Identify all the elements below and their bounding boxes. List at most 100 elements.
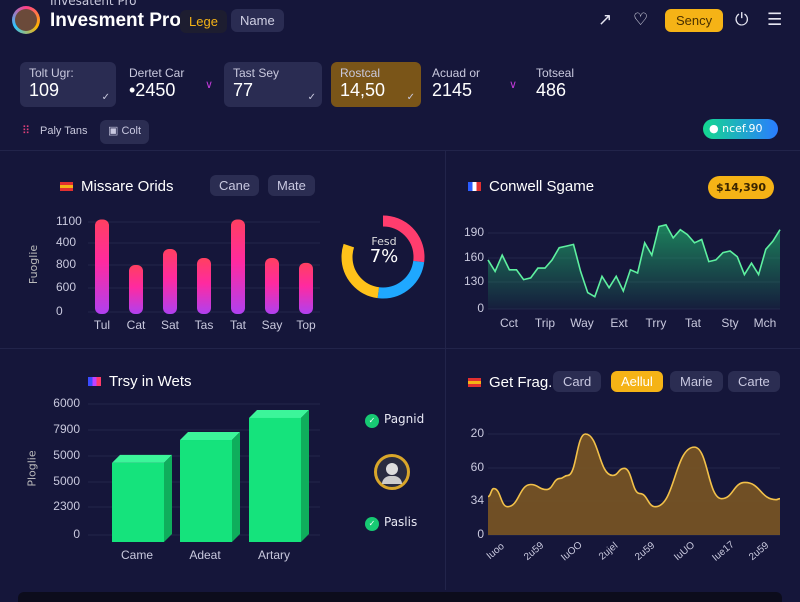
grid-icon: ⠿: [22, 124, 31, 137]
tick-label: 190: [463, 225, 484, 239]
bar: [231, 219, 245, 314]
tick-label: Artary: [257, 548, 290, 562]
donut-value: 7%: [369, 246, 399, 267]
stat-card[interactable]: Tast Sey 77 ✓: [224, 62, 322, 107]
tick-label: 7900: [53, 422, 80, 436]
divider: [0, 150, 800, 151]
carte-button[interactable]: Carte: [728, 371, 780, 392]
area-fill: [488, 224, 780, 309]
app-subtitle: Invesatent Pro: [50, 0, 137, 8]
power-icon[interactable]: ⏻: [735, 10, 749, 30]
bar: [95, 219, 109, 314]
stat-value: 2145: [432, 80, 473, 100]
tick-label: 20: [470, 426, 484, 440]
tick-label: 160: [463, 250, 484, 264]
heart-icon[interactable]: ♡: [633, 10, 649, 30]
divider: [0, 348, 800, 349]
tick-label: 0: [73, 527, 80, 541]
legend-item[interactable]: ✓ Pagnid: [365, 412, 424, 428]
panel-title: Missare Orids: [60, 178, 174, 195]
tick-label: 800: [56, 257, 77, 271]
coin-icon: ●: [709, 122, 719, 135]
tick-label: 34: [470, 493, 484, 507]
stat-card[interactable]: Acuad or 2145 ∨: [423, 62, 517, 107]
tick-label: 0: [56, 304, 63, 318]
toolbar-label[interactable]: Paly Tans: [40, 125, 88, 137]
bar: [112, 462, 164, 542]
tag-badge[interactable]: Lege: [180, 10, 227, 33]
tick-label: Way: [570, 316, 594, 330]
tick-label: 400: [56, 235, 77, 249]
mate-button[interactable]: Mate: [268, 175, 315, 196]
card-button[interactable]: Card: [553, 371, 602, 392]
tick-label: Sat: [160, 318, 179, 332]
stat-label: Dertet Car: [129, 66, 185, 80]
cane-button[interactable]: Cane: [210, 175, 260, 196]
bar-top: [249, 409, 309, 418]
stat-value: 77: [233, 80, 254, 100]
bar: [249, 417, 301, 542]
check-icon: ✓: [365, 414, 379, 428]
bar-side: [301, 409, 309, 542]
stat-label: Tast Sey: [233, 66, 280, 80]
tick-label: 5000: [53, 448, 80, 462]
tick-label: 5000: [53, 474, 80, 488]
actual-button[interactable]: Aellul: [611, 371, 663, 392]
panel-title: Conwell Sgame: [468, 178, 594, 195]
app-title: Invesment Pro: [50, 10, 181, 31]
panel-title-text: Missare Orids: [81, 178, 174, 195]
stat-card[interactable]: Dertet Car •2450 ∨: [120, 62, 215, 107]
stat-label: Tolt Ugr:: [29, 66, 74, 80]
avatar[interactable]: [374, 454, 410, 490]
tick-label: Came: [120, 548, 153, 562]
tick-label: Mch: [753, 316, 777, 330]
tick-label: Tul: [93, 318, 111, 332]
panel-title-text: Trsy in Wets: [109, 373, 192, 390]
trend-arrow-icon[interactable]: ↗: [598, 10, 613, 30]
tick-label: Cct: [500, 316, 518, 330]
status-pill[interactable]: ● ncef.90: [703, 119, 778, 139]
panel-title: Get Frag.: [468, 374, 552, 391]
stat-card[interactable]: Rostcal 14,50 ✓: [331, 62, 421, 107]
bar-top: [112, 454, 172, 463]
search-button[interactable]: Sency: [665, 9, 724, 32]
bar: [197, 258, 211, 314]
check-icon: ✓: [307, 92, 316, 103]
panel-title-text: Conwell Sgame: [489, 178, 595, 195]
bar: [129, 264, 143, 314]
legend-label: Paslis: [384, 515, 418, 529]
tick-label: Tat: [684, 316, 701, 330]
check-icon: ✓: [365, 517, 379, 531]
flag-icon: [468, 378, 481, 387]
bottom-bar: [18, 592, 782, 602]
tick-label: Top: [296, 318, 316, 332]
bar-side: [232, 432, 240, 542]
status-pill-label: ncef.90: [722, 122, 763, 135]
tick-label: Say: [261, 318, 283, 332]
legend-item[interactable]: ✓ Paslis: [365, 515, 417, 531]
name-button[interactable]: Name: [231, 9, 284, 32]
stat-card[interactable]: Tolt Ugr: 109 ✓: [20, 62, 116, 107]
check-icon: ✓: [406, 92, 415, 103]
bar: [163, 249, 177, 314]
donut-label: Fesd: [371, 235, 397, 248]
chevron-down-icon: ∨: [509, 79, 518, 91]
stat-card[interactable]: Totseal 486: [527, 62, 617, 107]
divider: [445, 150, 446, 590]
donut-segment: [341, 215, 425, 299]
series-line: [487, 433, 781, 508]
calc-button[interactable]: ▣ Colt: [100, 120, 150, 144]
bar-side: [164, 454, 172, 542]
tick-label: Ext: [610, 316, 628, 330]
check-icon: ✓: [101, 92, 110, 103]
menu-icon[interactable]: ☰: [767, 10, 783, 30]
calc-label: Colt: [121, 125, 142, 137]
avatar[interactable]: [12, 6, 40, 34]
marie-button[interactable]: Marie: [670, 371, 723, 392]
donut-segment: [341, 215, 425, 299]
tick-label: 130: [463, 274, 484, 288]
stat-value: •2450: [129, 80, 176, 100]
panel-title-text: Get Frag.: [489, 374, 553, 391]
area-fill: [488, 434, 780, 535]
